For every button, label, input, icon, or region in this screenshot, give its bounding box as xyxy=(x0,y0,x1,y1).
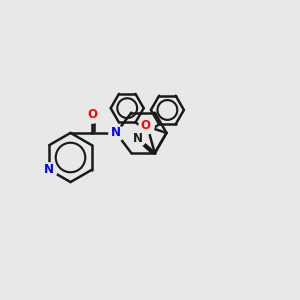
Text: N: N xyxy=(133,132,143,145)
Text: O: O xyxy=(140,119,151,133)
Text: N: N xyxy=(111,126,121,140)
Text: N: N xyxy=(44,163,54,176)
Text: O: O xyxy=(87,108,97,122)
